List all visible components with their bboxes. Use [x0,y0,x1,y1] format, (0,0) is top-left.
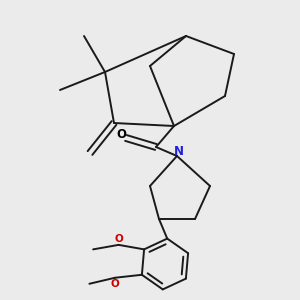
Text: O: O [110,279,119,290]
Text: O: O [116,128,127,142]
Text: N: N [173,145,184,158]
Text: O: O [114,234,123,244]
